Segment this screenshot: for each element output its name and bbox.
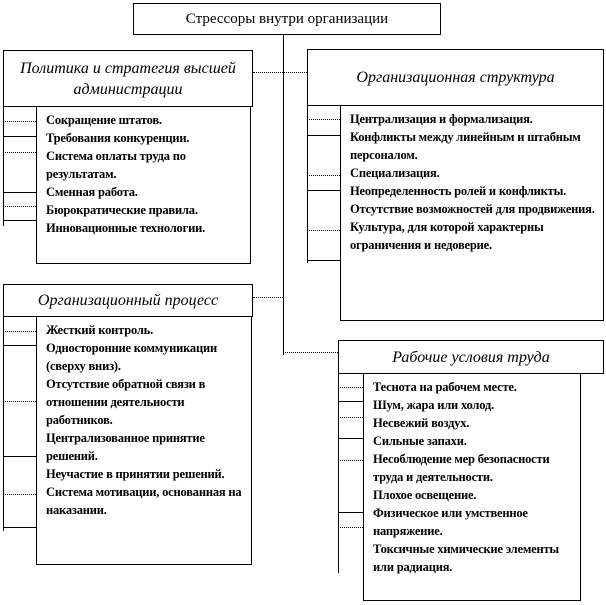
list-item: Сокращение штатов. xyxy=(46,113,162,127)
list-item: Плохое освещение. xyxy=(373,488,477,502)
bracket-tick xyxy=(338,460,363,461)
bracket-tick xyxy=(3,456,36,457)
bracket-tick xyxy=(3,152,36,153)
bracket-tick xyxy=(3,331,36,332)
list-item: Неопределенность ролей и конфликты. xyxy=(350,184,567,198)
bracket-tick xyxy=(338,512,363,513)
group-header: Рабочие условия труда xyxy=(338,340,604,374)
root-title-box: Стрессоры внутри организации xyxy=(133,3,441,35)
group-items-box: Жесткий контроль. Односторонние коммуника… xyxy=(36,316,252,565)
bracket-tick xyxy=(3,136,36,137)
bracket-tick xyxy=(307,119,340,120)
bracket-line xyxy=(338,373,339,573)
group-header: Политика и стратегия высшей администраци… xyxy=(3,50,253,107)
connector-4 xyxy=(283,352,338,353)
list-item: Сменная работа. xyxy=(46,185,138,199)
list-item: Инновационные технологии. xyxy=(46,221,206,235)
bracket-tick xyxy=(307,190,340,191)
bracket-tick xyxy=(338,387,363,388)
list-item: Несвежий воздух. xyxy=(373,416,470,430)
list-item: Конфликты между линейным и штабным персо… xyxy=(350,130,581,162)
list-item: Жесткий контроль. xyxy=(46,323,154,337)
bracket-tick xyxy=(307,175,340,176)
list-item: Шум, жара или холод. xyxy=(373,398,494,412)
bracket-tick xyxy=(3,192,36,193)
connector-2 xyxy=(283,72,307,73)
list-item: Специализация. xyxy=(350,166,440,180)
list-item: Отсутствие обратной связи в отношении де… xyxy=(46,377,206,427)
list-item: Централизованное принятие решений. xyxy=(46,431,205,463)
list-item: Токсичные химические элементы или радиац… xyxy=(373,542,559,574)
list-item: Система оплаты труда по результатам. xyxy=(46,149,186,181)
bracket-line xyxy=(3,106,4,226)
group-header-text: Политика и стратегия высшей администраци… xyxy=(20,59,236,98)
connector-3 xyxy=(253,297,283,298)
group-header: Организационная структура xyxy=(307,49,604,106)
bracket-tick xyxy=(3,527,36,528)
root-title: Стрессоры внутри организации xyxy=(185,10,389,27)
bracket-tick xyxy=(338,527,363,528)
bracket-tick xyxy=(3,345,36,346)
bracket-tick xyxy=(3,121,36,122)
bracket-tick xyxy=(3,401,36,402)
bracket-tick xyxy=(3,220,36,221)
list-item: Сильные запахи. xyxy=(373,434,467,448)
bracket-tick xyxy=(338,401,363,402)
list-item: Система мотивации, основанная на наказан… xyxy=(46,485,242,517)
bracket-line xyxy=(307,105,308,263)
list-item: Требования конкуренции. xyxy=(46,131,190,145)
group-header-text: Организационный процесс xyxy=(37,292,219,309)
bracket-tick xyxy=(3,494,36,495)
list-item: Неучастие в принятии решений. xyxy=(46,467,225,481)
bracket-tick xyxy=(307,135,340,136)
group-items-box: Теснота на рабочем месте. Шум, жара или х… xyxy=(363,373,581,601)
group-items-box: Централизация и формализация. Конфликты м… xyxy=(340,105,604,321)
bracket-line xyxy=(3,316,4,531)
list-item: Несоблюдение мер безопасности труда и де… xyxy=(373,452,550,484)
bracket-tick xyxy=(307,230,340,231)
group-header-text: Организационная структура xyxy=(356,69,555,86)
bracket-tick xyxy=(338,417,363,418)
bracket-tick xyxy=(3,206,36,207)
group-header-text: Рабочие условия труда xyxy=(392,348,550,366)
connector-1 xyxy=(253,72,283,73)
list-item: Бюрократические правила. xyxy=(46,203,198,217)
list-item: Теснота на рабочем месте. xyxy=(373,380,517,394)
trunk-line xyxy=(283,35,284,355)
list-item: Отсутствие возможностей для продвижения. xyxy=(350,202,595,216)
list-item: Односторонние коммуникации (сверху вниз)… xyxy=(46,341,217,373)
list-item: Физическое или умственное напряжение. xyxy=(373,506,528,538)
bracket-tick xyxy=(338,438,363,439)
bracket-tick xyxy=(307,260,340,261)
list-item: Культура, для которой характерны огранич… xyxy=(350,220,544,252)
list-item: Централизация и формализация. xyxy=(350,112,533,126)
group-header: Организационный процесс xyxy=(3,284,253,317)
group-items-box: Сокращение штатов. Требования конкуренции… xyxy=(36,106,251,264)
